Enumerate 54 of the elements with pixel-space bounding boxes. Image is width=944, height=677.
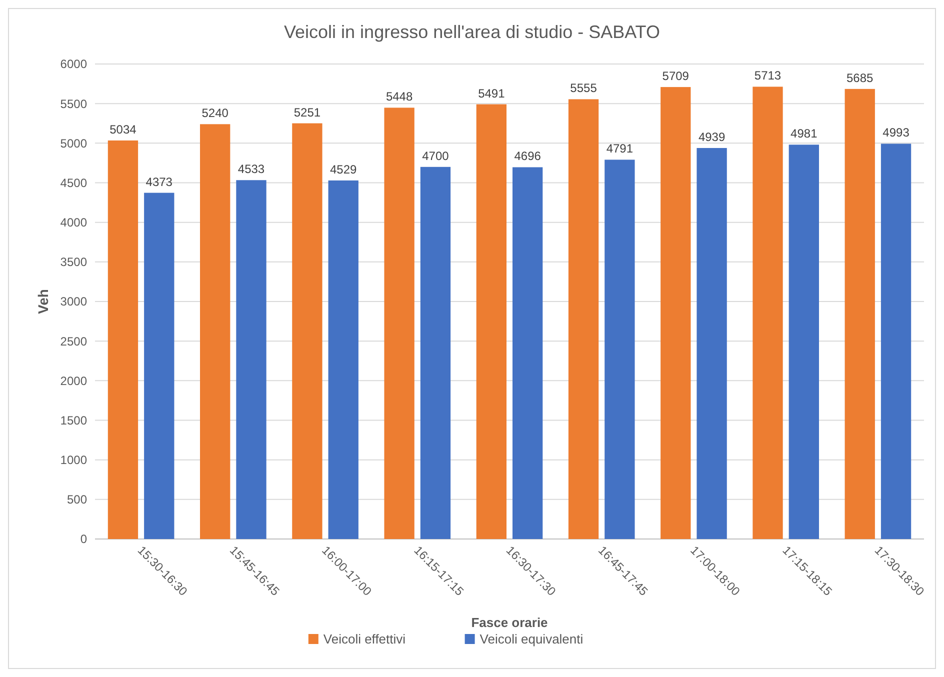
- y-tick-label: 3500: [60, 255, 88, 270]
- bar: [696, 148, 727, 539]
- data-label: 4696: [514, 149, 542, 164]
- bar: [144, 192, 174, 539]
- data-label: 5555: [570, 81, 598, 96]
- data-label: 4981: [790, 126, 818, 141]
- chart-title: Veicoli in ingresso nell'area di studio - SABATO: [284, 22, 660, 42]
- data-label: 4373: [146, 174, 173, 189]
- y-tick-label: 2500: [60, 334, 88, 348]
- bar: [292, 123, 322, 539]
- bar: [660, 87, 691, 539]
- y-tick-label: 4000: [60, 216, 88, 230]
- data-label: 4529: [330, 162, 358, 176]
- bar: [328, 180, 358, 539]
- y-tick-label: 1000: [60, 453, 88, 468]
- bar: [384, 108, 414, 539]
- data-label: 5034: [110, 122, 137, 136]
- data-label: 4533: [238, 162, 265, 176]
- y-tick-label: 0: [80, 532, 88, 546]
- data-label: 5709: [662, 69, 690, 84]
- y-tick-label: 3000: [60, 294, 88, 309]
- legend-label: Veicoli effettivi: [323, 632, 406, 647]
- bar: [604, 160, 635, 539]
- data-label: 5240: [202, 106, 229, 120]
- y-tick-label: 5000: [60, 136, 88, 150]
- data-label: 5491: [478, 86, 506, 100]
- x-axis-title: Fasce orarie: [471, 615, 548, 630]
- y-tick-label: 2000: [60, 374, 88, 388]
- data-label: 5713: [754, 68, 782, 83]
- bar: [844, 88, 875, 539]
- data-label: 5448: [386, 90, 413, 104]
- data-label: 5685: [846, 70, 874, 85]
- y-tick-label: 6000: [60, 57, 88, 72]
- bar: [512, 167, 543, 539]
- y-tick-label: 1500: [60, 413, 88, 428]
- bar: [420, 166, 451, 539]
- bar: [476, 104, 506, 539]
- y-tick-label: 500: [66, 492, 88, 507]
- bar: [200, 124, 230, 539]
- bar: [236, 180, 266, 539]
- y-tick-label: 5500: [60, 96, 88, 111]
- legend-label: Veicoli equivalenti: [480, 632, 584, 647]
- bar: [788, 144, 819, 539]
- y-tick-label: 4500: [60, 176, 88, 190]
- y-axis-title: Veh: [35, 289, 51, 314]
- bar: [752, 86, 783, 539]
- bar: [108, 140, 138, 539]
- bar: [568, 99, 599, 539]
- data-label: 5251: [294, 105, 321, 120]
- data-label: 4700: [422, 148, 450, 163]
- data-label: 4993: [882, 126, 910, 140]
- bar: [880, 144, 912, 539]
- data-label: 4939: [698, 130, 726, 144]
- data-label: 4791: [606, 142, 634, 156]
